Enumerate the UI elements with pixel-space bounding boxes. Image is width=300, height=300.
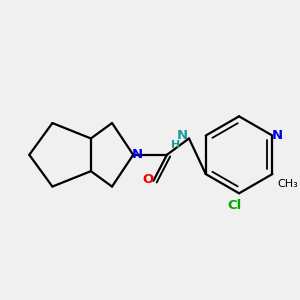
Text: Cl: Cl <box>227 199 242 212</box>
Text: N: N <box>131 148 142 161</box>
Text: N: N <box>272 129 283 142</box>
Text: H: H <box>171 140 180 150</box>
Text: O: O <box>142 173 153 186</box>
Text: CH₃: CH₃ <box>278 179 298 189</box>
Text: N: N <box>177 129 188 142</box>
